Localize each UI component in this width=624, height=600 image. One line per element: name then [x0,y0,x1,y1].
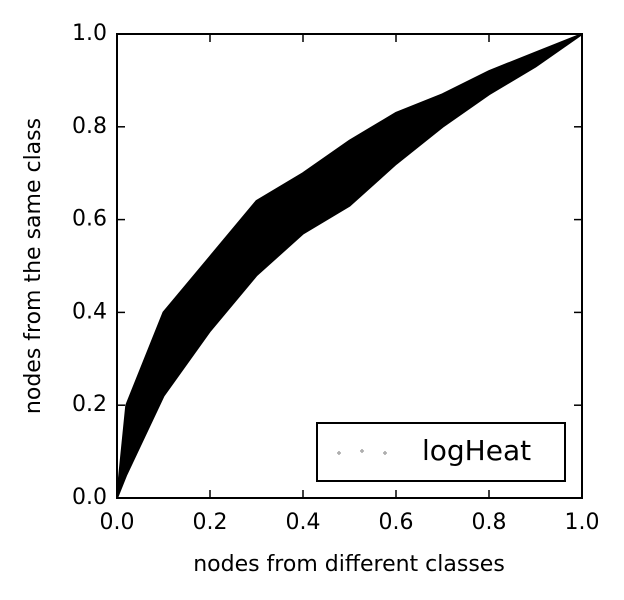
x-axis-label: nodes from different classes [193,552,505,577]
y-tick-label: 0.6 [72,207,107,232]
x-tick-label: 1.0 [565,510,600,535]
legend-marker [383,451,387,455]
x-tick-label: 0.0 [100,510,135,535]
y-tick-label: 0.4 [72,299,107,324]
plot-frame [116,33,583,499]
y-tick-label: 0.2 [72,392,107,417]
x-tick-label: 0.2 [193,510,228,535]
x-tick-label: 0.4 [286,510,321,535]
y-tick-label: 0.8 [72,114,107,139]
legend-label: logHeat [422,434,531,467]
y-axis-label: nodes from the same class [21,118,46,414]
y-tick-label: 1.0 [72,21,107,46]
legend-box [316,422,566,482]
x-tick-label: 0.8 [472,510,507,535]
legend-marker [360,449,364,453]
x-tick-label: 0.6 [379,510,414,535]
y-tick-label: 0.0 [72,485,107,510]
legend-marker [337,451,341,455]
